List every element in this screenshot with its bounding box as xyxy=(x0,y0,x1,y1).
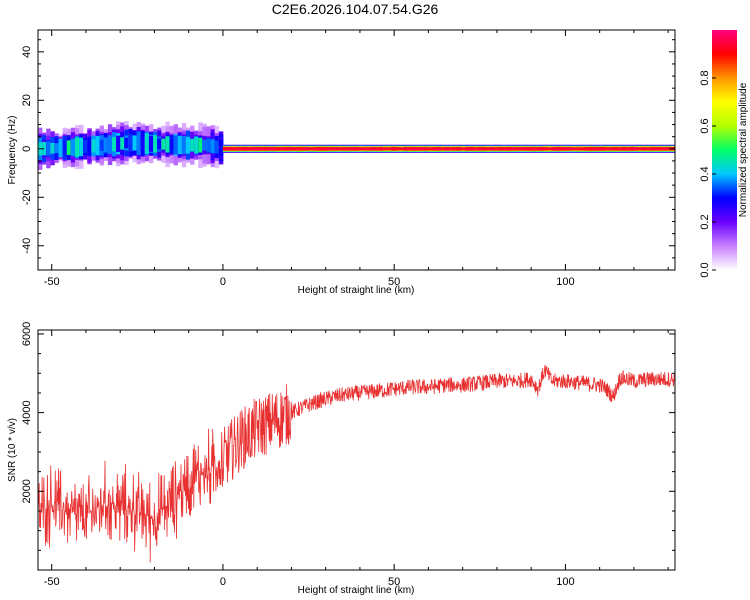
heatmap-cell xyxy=(50,142,55,154)
heatmap-cell xyxy=(144,134,150,153)
colorbar-tick-label: 0.4 xyxy=(699,166,711,181)
heatmap-cell xyxy=(148,135,154,152)
spectrogram-frame xyxy=(37,29,676,271)
snr-panel: -50 0 50 100 2000 4000 6000 Height of straight… xyxy=(7,322,676,596)
spectrogram-panel: -50 0 50 100 -40 -20 0 20 40 Height of straight … xyxy=(7,29,676,296)
figure-title: C2E6.2026.104.07.54.G26 xyxy=(272,1,439,17)
heatmap-cell xyxy=(124,137,129,149)
heatmap-cell xyxy=(157,138,162,150)
heatmap-cell xyxy=(214,140,220,154)
heatmap-cell xyxy=(91,139,96,153)
heatmap-cell xyxy=(54,143,59,154)
snr-frame xyxy=(37,329,676,571)
heatmap-cell xyxy=(128,134,133,152)
x-tick-label: 0 xyxy=(220,276,226,288)
spectrogram-heatmap xyxy=(38,121,676,170)
x-tick-label: 0 xyxy=(220,576,226,588)
heatmap-cell xyxy=(62,140,68,156)
heatmap-cell xyxy=(173,135,179,155)
heatmap-cell xyxy=(198,137,203,153)
spectrogram-y-axis-title: Frequency (Hz) xyxy=(7,116,18,185)
heatmap-cell xyxy=(136,135,142,151)
heatmap-cell xyxy=(116,135,121,152)
heatmap-cell xyxy=(210,139,216,154)
heatmap-cell xyxy=(74,137,80,157)
heatmap-cell xyxy=(70,138,76,157)
snr-ticks: -50 0 50 100 2000 4000 6000 xyxy=(21,322,675,588)
heatmap-cell xyxy=(181,136,187,155)
y-tick-label: 4000 xyxy=(21,400,33,424)
heatmap-cell xyxy=(165,136,170,153)
heatmap-cell xyxy=(190,138,195,152)
colorbar: 0.0 0.2 0.4 0.6 0.8 Normalized spectral ampl… xyxy=(699,30,749,278)
heatmap-cell xyxy=(202,139,207,151)
heatmap-cell xyxy=(42,141,47,156)
heatmap-cell xyxy=(103,138,109,153)
colorbar-tick-label: 0.8 xyxy=(699,70,711,85)
x-tick-label: -50 xyxy=(44,576,60,588)
heatmap-cell xyxy=(66,140,72,155)
heatmap-cell xyxy=(79,137,84,157)
y-tick-label: 6000 xyxy=(21,322,33,346)
heatmap-cell xyxy=(107,135,113,155)
colorbar-tick-label: 0.0 xyxy=(699,262,711,277)
heatmap-cell xyxy=(185,136,191,154)
heatmap-cell xyxy=(169,139,174,150)
heatmap-cell xyxy=(132,135,137,151)
heatmap-cell xyxy=(83,140,88,154)
y-tick-label: -20 xyxy=(21,189,33,205)
x-tick-label: -50 xyxy=(44,276,60,288)
colorbar-tick-label: 0.6 xyxy=(699,118,711,133)
heatmap-cell xyxy=(218,139,224,157)
heatmap-cell xyxy=(58,138,63,158)
snr-y-axis-title: SNR (10 * v/v) xyxy=(7,418,18,482)
heatmap-cell xyxy=(120,137,125,150)
x-tick-label: 50 xyxy=(388,576,400,588)
y-tick-label: 2000 xyxy=(21,479,33,503)
colorbar-gradient xyxy=(712,30,737,270)
colorbar-title: Normalized spectral amplitude xyxy=(738,82,749,217)
heatmap-cell xyxy=(140,137,146,150)
snr-x-axis-title: Height of straight line (km) xyxy=(298,585,415,596)
heatmap-cell xyxy=(206,138,211,152)
heatmap-cell xyxy=(153,135,158,153)
y-tick-label: 40 xyxy=(21,46,33,58)
spectrogram-x-axis-title: Height of straight line (km) xyxy=(298,285,415,296)
y-tick-label: -40 xyxy=(21,238,33,254)
heatmap-cell xyxy=(46,141,51,156)
colorbar-ticks: 0.0 0.2 0.4 0.6 0.8 xyxy=(699,70,716,278)
x-tick-label: 100 xyxy=(556,576,574,588)
x-tick-label: 100 xyxy=(556,276,574,288)
spectrogram-ticks: -50 0 50 100 -40 -20 0 20 40 xyxy=(21,30,675,288)
y-tick-label: 0 xyxy=(21,146,33,152)
heatmap-cell xyxy=(161,138,166,150)
heatmap-cell xyxy=(95,136,100,156)
heatmap-cell xyxy=(99,139,105,151)
heatmap-cell xyxy=(177,135,183,155)
snr-line xyxy=(37,364,675,563)
y-tick-label: 20 xyxy=(21,94,33,106)
heatmap-cell xyxy=(194,137,199,154)
heatmap-cell xyxy=(111,137,117,152)
snr-plot-area xyxy=(38,330,675,570)
heatmap-cell xyxy=(87,137,92,156)
snr-series xyxy=(37,364,675,563)
colorbar-tick-label: 0.2 xyxy=(699,214,711,229)
x-tick-label: 50 xyxy=(388,276,400,288)
